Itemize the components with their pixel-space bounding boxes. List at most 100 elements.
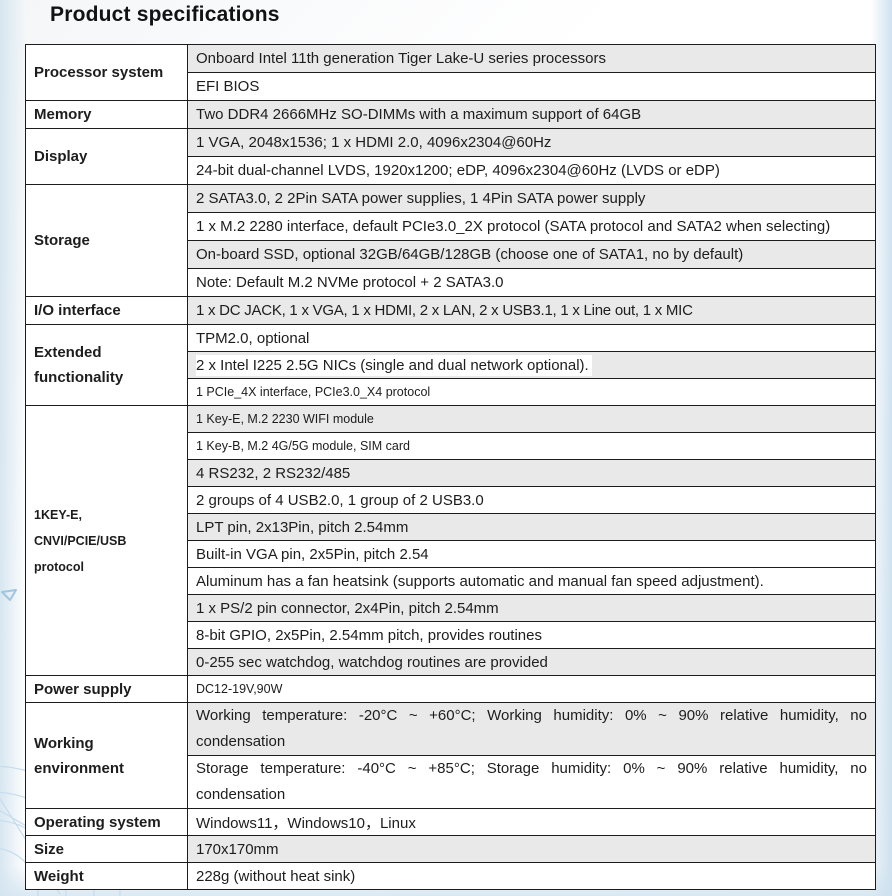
spec-row: Display 1 VGA, 2048x1536; 1 x HDMI 2.0, 4… [25,128,876,185]
spec-value-text: 1 x PS/2 pin connector, 2x4Pin, pitch 2.… [196,599,499,617]
spec-row: Aluminum has a fan heatsink (supports au… [26,567,876,595]
spec-value-cell: 170x170mm [187,835,876,863]
row-label-text: Display [34,148,88,165]
spec-row: 0-255 sec watchdog, watchdog routines ar… [26,648,876,676]
row-label-text: Operating system [34,813,161,831]
spec-row: 1 Key-B, M.2 4G/5G module, SIM card [26,432,876,460]
page-title: Product specifications [50,3,280,26]
spec-value-text: Working temperature: -20°C ~ +60°C; Work… [196,707,867,724]
spec-value-cell: 1 Key-E, M.2 2230 WIFI module [187,405,876,433]
spec-row: 1 x PS/2 pin connector, 2x4Pin, pitch 2.… [26,594,876,622]
spec-row: 24-bit dual-channel LVDS, 1920x1200; eDP… [26,156,876,185]
spec-value-text: 0-255 sec watchdog, watchdog routines ar… [196,653,548,671]
row-label-text: Size [34,840,65,858]
spec-value-cell: 2 x Intel I225 2.5G NICs (single and dua… [187,351,876,379]
row-label-text: I/O interface [34,302,121,319]
row-label-size: Size [25,835,188,863]
spec-value-cell: 4 RS232, 2 RS232/485 [187,459,876,487]
spec-value-cell: 1 VGA, 2048x1536; 1 x HDMI 2.0, 4096x230… [187,128,876,157]
spec-value-text: 228g (without heat sink) [196,867,356,885]
row-label-power-supply: Power supply [25,675,188,703]
row-label-working-environment: Working environment [25,702,188,809]
spec-row: Working environment Working temperature: -… [25,702,876,809]
spec-value-text: 1 x M.2 2280 interface, default PCIe3.0_… [196,218,831,235]
spec-value-text: Windows11，Windows10，Linux [196,814,416,832]
spec-value-cell: 1 x DC JACK, 1 x VGA, 1 x HDMI, 2 x LAN,… [187,296,876,325]
spec-value-text: Onboard Intel 11th generation Tiger Lake… [196,50,606,67]
row-label-text: Processor system [34,64,164,81]
row-label-io-interface: I/O interface [25,296,188,325]
spec-row: Storage 2 SATA3.0, 2 2Pin SATA power supp… [25,184,876,297]
row-label-extended-functionality: Extended functionality [25,324,188,406]
spec-value-text: TPM2.0, optional [196,329,310,347]
row-label-text: CNVI/PCIE/USB [34,533,127,548]
row-label-processor-system: Processor system [25,44,188,101]
row-label-text: functionality [34,369,124,386]
spec-value-cell: TPM2.0, optional [187,324,876,352]
spec-value-text: 170x170mm [196,840,279,858]
row-label-text: Storage [34,232,90,249]
spec-value-cell: EFI BIOS [187,72,876,101]
spec-value-text: On-board SSD, optional 32GB/64GB/128GB (… [196,246,744,263]
row-label-text: Weight [34,867,84,885]
spec-value-cell: Working temperature: -20°C ~ +60°C; Work… [187,702,876,756]
spec-value-text: condensation [196,733,286,750]
spec-row: Power supply DC12-19V,90W [25,675,876,703]
spec-value-text: 1 VGA, 2048x1536; 1 x HDMI 2.0, 4096x230… [196,134,552,151]
spec-value-text: Note: Default M.2 NVMe protocol + 2 SATA… [196,274,504,291]
spec-value-cell: 1 Key-B, M.2 4G/5G module, SIM card [187,432,876,460]
spec-value-cell: DC12-19V,90W [187,675,876,703]
spec-row: Processor system Onboard Intel 11th gener… [25,44,876,101]
row-label-text: environment [34,759,125,777]
row-label-operating-system: Operating system [25,808,188,836]
spec-row: Storage temperature: -40°C ~ +85°C; Stor… [26,755,876,809]
spec-row: 4 RS232, 2 RS232/485 [26,459,876,487]
spec-row: I/O interface 1 x DC JACK, 1 x VGA, 1 x H… [25,296,876,325]
row-label-text: Extended [34,344,102,361]
spec-value-cell: 24-bit dual-channel LVDS, 1920x1200; eDP… [187,156,876,185]
compass-arrow-decoration [1,589,17,601]
row-label-memory: Memory [25,100,188,129]
row-label-text: Memory [34,106,92,123]
spec-row: 2 groups of 4 USB2.0, 1 group of 2 USB3.… [26,486,876,514]
spec-row: 2 x Intel I225 2.5G NICs (single and dua… [26,351,876,379]
spec-value-text: 8-bit GPIO, 2x5Pin, 2.54mm pitch, provid… [196,626,542,644]
spec-value-text: condensation [196,786,286,803]
spec-value-text: LPT pin, 2x13Pin, pitch 2.54mm [196,518,409,536]
row-label-storage: Storage [25,184,188,297]
spec-value-cell: 2 groups of 4 USB2.0, 1 group of 2 USB3.… [187,486,876,514]
spec-value-cell: 2 SATA3.0, 2 2Pin SATA power supplies, 1… [187,184,876,213]
spec-value-cell: Onboard Intel 11th generation Tiger Lake… [187,44,876,73]
spec-row: 8-bit GPIO, 2x5Pin, 2.54mm pitch, provid… [26,621,876,649]
spec-row: Built-in VGA pin, 2x5Pin, pitch 2.54 [26,540,876,568]
row-label-text: Power supply [34,680,132,698]
spec-value-cell: Aluminum has a fan heatsink (supports au… [187,567,876,595]
spec-row: Note: Default M.2 NVMe protocol + 2 SATA… [26,268,876,297]
spec-value-cell: 1 x PS/2 pin connector, 2x4Pin, pitch 2.… [187,594,876,622]
spec-value-text: 1 Key-E, M.2 2230 WIFI module [196,412,374,426]
spec-row: 1 x M.2 2280 interface, default PCIe3.0_… [26,212,876,241]
row-label-text: 1KEY-E, [34,507,82,522]
spec-value-cell: Built-in VGA pin, 2x5Pin, pitch 2.54 [187,540,876,568]
spec-value-text: 4 RS232, 2 RS232/485 [196,464,351,482]
spec-row: EFI BIOS [26,72,876,101]
spec-value-cell: Two DDR4 2666MHz SO-DIMMs with a maximum… [187,100,876,129]
spec-row: Extended functionality TPM2.0, optional [25,324,876,406]
spec-value-text: 1 x DC JACK, 1 x VGA, 1 x HDMI, 2 x LAN,… [196,302,693,319]
row-label-text: protocol [34,559,84,574]
spec-value-cell: 228g (without heat sink) [187,862,876,890]
spec-value-text: DC12-19V,90W [196,682,283,696]
row-label-display: Display [25,128,188,185]
spec-row: Operating system Windows11，Windows10，Linu… [25,808,876,836]
spec-value-cell: 1 PCIe_4X interface, PCIe3.0_X4 protocol [187,378,876,406]
spec-value-text: 1 Key-B, M.2 4G/5G module, SIM card [196,439,410,453]
spec-value-cell: 0-255 sec watchdog, watchdog routines ar… [187,648,876,676]
spec-value-cell: Windows11，Windows10，Linux [187,808,876,836]
spec-value-text: Built-in VGA pin, 2x5Pin, pitch 2.54 [196,545,429,563]
row-label-key-e-cnvi-pcie-usb-protocol: 1KEY-E, CNVI/PCIE/USB protocol [25,405,188,676]
spec-value-text-highlighted: 2 x Intel I225 2.5G NICs (single and dua… [196,354,592,376]
spec-value-text: 2 SATA3.0, 2 2Pin SATA power supplies, 1… [196,190,646,207]
row-label-weight: Weight [25,862,188,890]
spec-value-cell: 1 x M.2 2280 interface, default PCIe3.0_… [187,212,876,241]
spec-value-text: Two DDR4 2666MHz SO-DIMMs with a maximum… [196,106,642,123]
